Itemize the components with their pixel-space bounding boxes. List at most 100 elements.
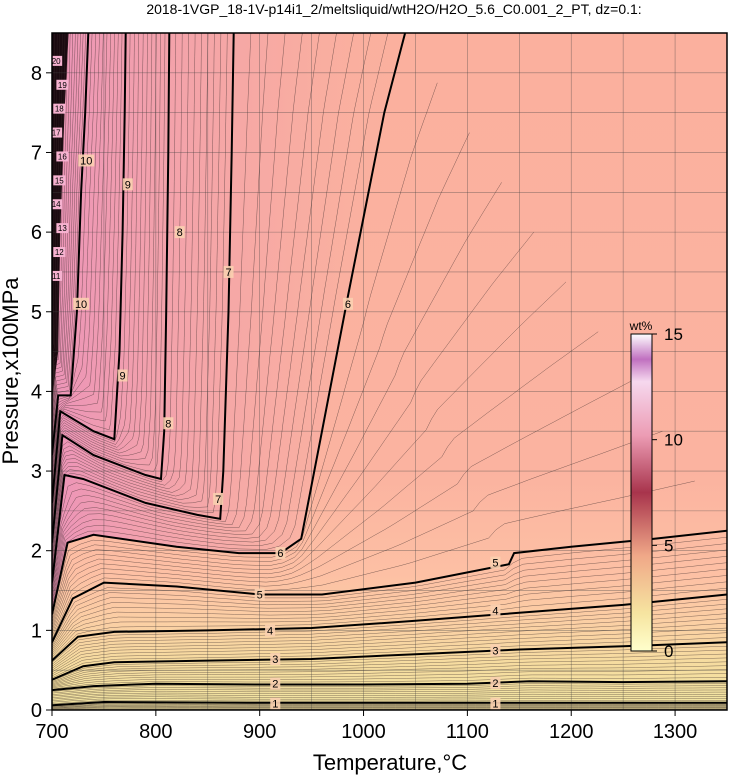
minor-contour <box>52 381 631 634</box>
minor-contour <box>52 703 727 707</box>
contour-1 <box>52 700 727 707</box>
minor-contour <box>52 33 79 438</box>
contour-2 <box>52 680 727 692</box>
minor-contour <box>52 33 140 515</box>
contour-label-bg <box>254 588 265 601</box>
colorbar-label: wt% <box>629 319 653 333</box>
minor-contour <box>52 627 727 675</box>
y-tick-label: 4 <box>31 381 42 403</box>
corner-label-bg <box>53 175 66 186</box>
minor-contour <box>52 82 438 618</box>
minor-contour <box>52 33 303 596</box>
minor-contour <box>52 33 71 424</box>
contour-label-text: 6 <box>345 299 351 311</box>
y-tick-label: 2 <box>31 541 42 563</box>
minor-contour <box>52 33 286 593</box>
minor-contour <box>52 33 87 451</box>
minor-contour <box>52 33 104 475</box>
contour-label-bg <box>490 697 501 710</box>
corner-label: 13 <box>56 223 69 234</box>
contour-4 <box>52 593 727 662</box>
contour-label-bg <box>490 556 501 569</box>
corner-label-text: 14 <box>52 200 61 209</box>
contour-label-4: 4 <box>265 624 276 637</box>
x-axis-label: Temperature,°C <box>313 750 467 775</box>
contour-label-bg <box>122 178 133 191</box>
minor-contour <box>52 706 727 709</box>
contour-label-6: 6 <box>275 547 286 560</box>
corner-label: 19 <box>56 79 69 90</box>
corner-label: 18 <box>53 103 66 114</box>
minor-contour <box>52 182 502 623</box>
y-axis: 0 1 2 3 4 5 6 7 8 <box>31 63 52 722</box>
saturated-corner <box>52 33 69 400</box>
colorbar-ticks: 0 5 10 15 <box>652 325 683 661</box>
contour-label-bg <box>117 369 128 382</box>
minor-contour <box>52 33 74 429</box>
x-tick-label: 1100 <box>446 721 489 743</box>
minor-contour <box>52 33 320 599</box>
corner-label-bg <box>52 127 63 138</box>
minor-contour <box>52 33 119 494</box>
grid-lines <box>52 33 727 710</box>
contour-label-text: 9 <box>125 179 131 191</box>
plot-frame <box>51 32 728 711</box>
colorbar-tick-label: 15 <box>664 325 683 344</box>
minor-contour <box>52 693 727 700</box>
upper-left-labels: 11 12 13 14 15 16 17 18 19 20 <box>52 55 69 281</box>
contour-label-10: 10 <box>73 297 90 311</box>
x-tick-label: 700 <box>35 721 68 743</box>
minor-contour <box>52 33 131 507</box>
contour-label-text: 3 <box>492 645 498 657</box>
contour-labels: 1 1 2 2 3 3 4 4 5 5 6 6 7 7 8 8 9 9 10 10 <box>73 154 501 711</box>
minor-contour <box>52 33 97 465</box>
minor-contour <box>52 568 727 654</box>
minor-contours <box>52 33 727 710</box>
contour-label-text: 2 <box>492 678 498 690</box>
minor-contour <box>52 683 727 692</box>
contour-3 <box>52 641 727 681</box>
minor-contour <box>52 581 727 658</box>
colorbar: wt% 0 5 10 15 <box>629 319 683 661</box>
contour-label-9: 9 <box>122 178 133 191</box>
y-tick-label: 0 <box>31 700 42 722</box>
minor-contour <box>52 696 727 701</box>
y-tick-label: 8 <box>31 63 42 85</box>
y-axis-label: Pressure,x100MPa <box>0 277 23 465</box>
contour-label-5: 5 <box>490 556 501 570</box>
minor-contour <box>52 649 727 683</box>
minor-contour <box>52 33 55 397</box>
contour-label-text: 1 <box>492 699 498 711</box>
x-tick-label: 900 <box>243 721 276 743</box>
minor-contour <box>52 637 727 679</box>
corner-label-bg <box>56 223 69 234</box>
contour-label-2: 2 <box>490 676 501 690</box>
minor-contour <box>52 33 183 551</box>
minor-contour <box>52 562 727 652</box>
minor-contour <box>52 645 727 682</box>
contour-label-bg <box>342 297 353 310</box>
corner-label-bg <box>52 270 63 281</box>
contour-label-text: 10 <box>75 299 87 311</box>
contour-label-bg <box>490 604 501 617</box>
contour-label-text: 6 <box>277 548 283 560</box>
minor-contour <box>52 677 727 690</box>
contour-label-bg <box>174 226 185 239</box>
minor-contour <box>52 536 727 645</box>
minor-contour <box>52 575 727 656</box>
contour-label-3: 3 <box>490 644 501 657</box>
minor-contour <box>52 33 209 567</box>
minor-contour <box>52 33 123 499</box>
contour-label-bg <box>213 492 224 505</box>
minor-contour <box>52 33 144 519</box>
y-tick-label: 1 <box>31 620 42 642</box>
contour-label-text: 5 <box>257 590 263 602</box>
contour-label-bg <box>163 417 174 430</box>
contour-label-text: 5 <box>492 558 498 570</box>
contour-label-text: 3 <box>272 654 278 666</box>
contour-label-8: 8 <box>163 417 174 430</box>
minor-contour <box>52 556 727 650</box>
minor-contour <box>52 33 135 511</box>
contour-label-8: 8 <box>174 226 185 239</box>
minor-contour <box>52 705 727 708</box>
